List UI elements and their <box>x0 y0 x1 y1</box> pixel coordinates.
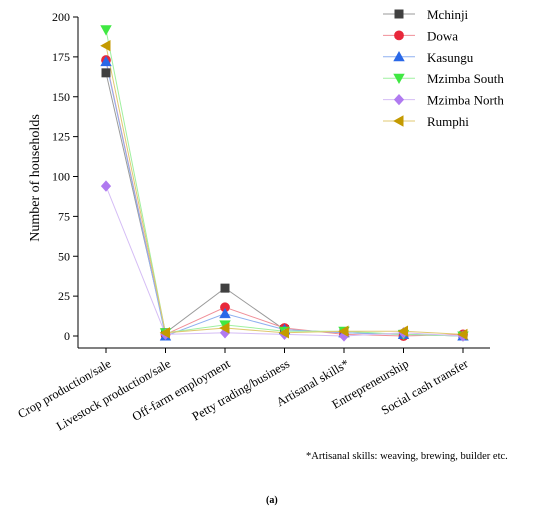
line-chart: 0 25 50 75 100 125 150 175 200 Crop production/sa… <box>15 7 504 433</box>
panel-label: (a) <box>266 495 278 506</box>
y-tick-label: 25 <box>58 289 70 303</box>
series-line-mzimba-south <box>105 29 464 337</box>
legend-label-dowa: Dowa <box>427 28 458 43</box>
series-line-mzimba-north <box>105 185 464 337</box>
point-rumphi <box>338 325 349 337</box>
point-mzimba-north <box>100 180 112 192</box>
y-tick-label: 175 <box>52 50 70 64</box>
x-tick-label: Off-farm employment <box>130 356 233 424</box>
chart-legend: Mchinji Dowa Kasungu Mzimba South Mzimba Nor… <box>383 7 504 129</box>
point-mchinji <box>101 68 111 78</box>
y-tick-label: 50 <box>58 249 70 263</box>
legend-marker-dowa <box>394 30 404 41</box>
y-tick-label: 200 <box>52 10 70 24</box>
point-rumphi <box>100 40 111 52</box>
y-tick-label: 125 <box>52 130 70 144</box>
y-tick-label: 150 <box>52 90 70 104</box>
series-line-rumphi <box>105 45 464 335</box>
chart-axes: 0 25 50 75 100 125 150 175 200 Crop production/sa… <box>15 10 490 433</box>
x-tick-label: Livestock production/sale <box>54 356 174 433</box>
point-kasungu <box>219 307 231 319</box>
y-tick-label: 75 <box>58 209 70 223</box>
point-rumphi <box>397 325 409 337</box>
y-tick-label: 0 <box>64 329 70 343</box>
series-lines <box>105 29 464 337</box>
point-mchinji <box>220 283 230 293</box>
legend-marker-kasungu <box>393 50 405 62</box>
y-axis-title: Number of households <box>28 114 43 242</box>
legend-label-rumphi: Rumphi <box>427 114 469 129</box>
point-rumphi <box>457 328 468 341</box>
legend-label-kasungu: Kasungu <box>427 50 474 65</box>
legend-label-mzimba-south: Mzimba South <box>427 71 504 86</box>
x-tick-label: Crop production/sale <box>15 356 113 421</box>
y-tick-label: 100 <box>52 170 70 184</box>
series-line-kasungu <box>105 61 464 337</box>
series-line-mchinji <box>105 72 464 337</box>
point-kasungu <box>100 55 112 67</box>
point-rumphi <box>219 322 230 334</box>
point-rumphi <box>278 327 290 339</box>
legend-marker-rumphi <box>393 115 404 127</box>
legend-label-mzimba-north: Mzimba North <box>427 93 504 108</box>
point-mzimba-south <box>100 25 112 36</box>
legend-label-mchinji: Mchinji <box>427 7 469 22</box>
legend-marker-mzimba-south <box>393 73 405 85</box>
series-markers <box>100 25 469 342</box>
x-tick-label: Petty trading/business <box>190 356 292 423</box>
series-line-dowa <box>105 59 464 337</box>
point-rumphi <box>159 327 170 339</box>
legend-marker-mzimba-north <box>393 93 405 106</box>
legend-marker-mchinji <box>394 9 404 19</box>
footnote: *Artisanal skills: weaving, brewing, bui… <box>306 451 508 462</box>
